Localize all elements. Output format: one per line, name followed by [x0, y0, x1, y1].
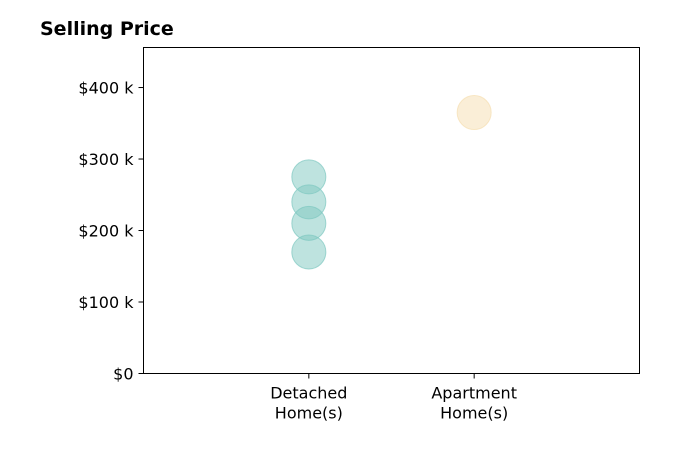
y-tick-label: $400 k — [78, 79, 134, 98]
chart-title: Selling Price — [40, 18, 174, 40]
y-tick-label: $0 — [113, 365, 133, 384]
y-tick-label: $100 k — [78, 293, 134, 312]
x-tick-label: Apartment Home(s) — [431, 384, 517, 423]
data-point — [456, 95, 492, 131]
points-layer — [291, 95, 492, 270]
y-tick-label: $300 k — [78, 150, 134, 169]
axes-frame — [143, 47, 640, 374]
plot-area — [143, 47, 640, 374]
x-tick-label: Detached Home(s) — [270, 384, 347, 423]
x-axis: Detached Home(s) Apartment Home(s) — [270, 373, 517, 423]
y-axis: $0 $100 k $200 k $300 k $400 k — [78, 79, 144, 384]
data-point — [291, 159, 327, 195]
y-tick-label: $200 k — [78, 222, 134, 241]
